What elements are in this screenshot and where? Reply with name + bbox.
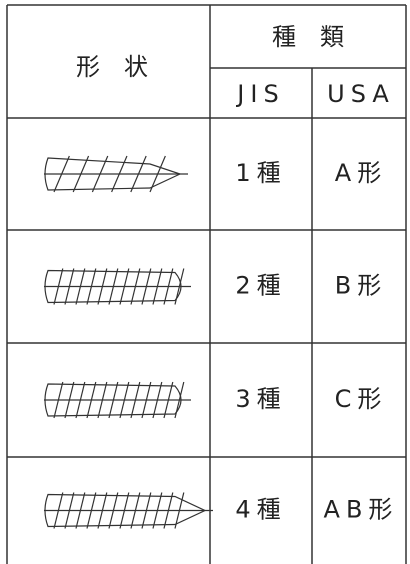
jis-type: 3種 bbox=[235, 385, 286, 413]
usa-type: A形 bbox=[335, 159, 387, 187]
jis-type: 2種 bbox=[235, 272, 286, 300]
screw-outline bbox=[44, 383, 182, 417]
jis-type: 4種 bbox=[235, 496, 286, 524]
usa-type: B形 bbox=[335, 272, 387, 300]
header-shape: 形 状 bbox=[76, 53, 148, 81]
table-rows: 1種 A形 2種 B形 3種 C形 4種 AB形 bbox=[235, 159, 399, 524]
screw-drawings bbox=[44, 155, 213, 529]
header-kind: 種 類 bbox=[272, 23, 344, 51]
header-usa: USA bbox=[327, 80, 395, 108]
table-grid bbox=[6, 4, 407, 564]
screw bbox=[44, 268, 191, 305]
screw bbox=[44, 155, 188, 193]
screw bbox=[44, 381, 191, 419]
usa-type: AB形 bbox=[324, 496, 399, 524]
screw-outline bbox=[44, 493, 207, 528]
screw-outline bbox=[44, 269, 182, 304]
usa-type: C形 bbox=[335, 385, 388, 413]
header-jis: JIS bbox=[235, 80, 284, 108]
screw bbox=[44, 492, 213, 529]
screw-outline bbox=[44, 157, 182, 191]
jis-type: 1種 bbox=[235, 159, 286, 187]
